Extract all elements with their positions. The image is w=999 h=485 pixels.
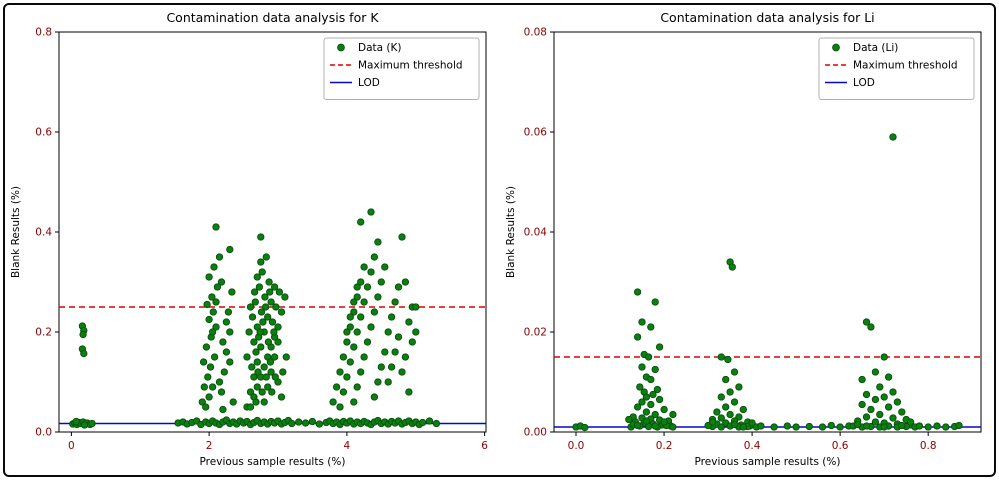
x-tick-label: 0.0 (567, 440, 584, 452)
x-tick-label: 0.6 (831, 440, 848, 452)
legend-label: LOD (853, 77, 875, 89)
chart-title: Contamination data analysis for Li (660, 10, 874, 25)
y-tick-label: 0.0 (36, 427, 53, 439)
y-tick-label: 0.6 (36, 127, 53, 139)
legend-label: Data (K) (358, 42, 402, 54)
x-axis-label: Previous sample results (%) (694, 456, 840, 468)
y-tick-label: 0.06 (523, 127, 547, 139)
y-tick-label: 0.02 (523, 327, 546, 339)
x-tick-label: 0.2 (655, 440, 672, 452)
y-axis-label: Blank Results (%) (10, 186, 22, 278)
x-tick-label: 0.4 (743, 440, 760, 452)
x-tick-label: 6 (482, 440, 489, 452)
y-tick-label: 0.8 (36, 27, 53, 39)
legend-label: Maximum threshold (358, 60, 463, 72)
legend-label: Maximum threshold (853, 60, 958, 72)
y-tick-label: 0.4 (36, 227, 53, 239)
y-tick-label: 0.08 (523, 27, 546, 39)
scatter-points (69, 208, 441, 429)
legend-point-marker (337, 43, 346, 52)
y-axis-label: Blank Results (%) (505, 186, 517, 278)
y-tick-label: 0.00 (523, 427, 546, 439)
x-tick-label: 0 (68, 440, 75, 452)
scatter-points (572, 133, 963, 432)
x-tick-label: 4 (344, 440, 351, 452)
legend-label: LOD (358, 77, 380, 89)
figure-canvas: 0 2 4 6 0.0 0.2 0.4 0.6 0.8 Contamination data an… (3, 3, 996, 477)
chart-contamination-li: 0.0 0.2 0.4 0.6 0.8 0.00 0.02 0.04 0.06 0.08 Conta… (505, 10, 982, 468)
legend-label: Data (Li) (853, 42, 898, 54)
legend: Data (Li) Maximum threshold LOD (818, 37, 975, 100)
y-tick-label: 0.2 (36, 327, 53, 339)
chart-contamination-k: 0 2 4 6 0.0 0.2 0.4 0.6 0.8 Contamination data an… (10, 10, 489, 468)
y-tick-label: 0.04 (523, 227, 547, 239)
x-axis-label: Previous sample results (%) (200, 456, 346, 468)
legend-point-marker (831, 43, 840, 52)
legend: Data (K) Maximum threshold LOD (323, 37, 480, 100)
chart-title: Contamination data analysis for K (167, 10, 380, 25)
x-tick-label: 0.8 (919, 440, 936, 452)
x-tick-label: 2 (206, 440, 213, 452)
